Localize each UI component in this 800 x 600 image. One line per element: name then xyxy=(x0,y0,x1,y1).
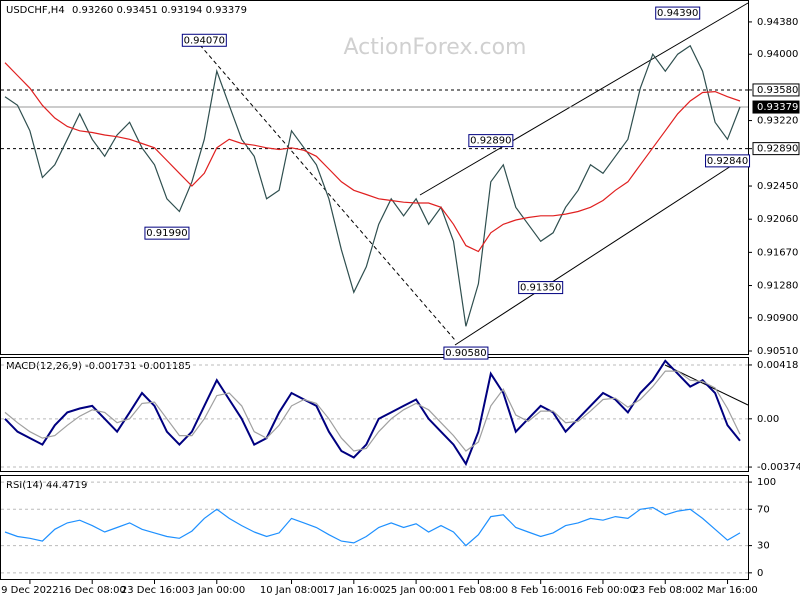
series-line xyxy=(4,359,741,467)
x-tick-label: 1 Feb 08:00 xyxy=(449,585,508,596)
y-tick-label: 30 xyxy=(757,541,770,552)
x-tick-label: 10 Jan 08:00 xyxy=(260,585,323,596)
y-tick-label: 0.91670 xyxy=(757,247,798,258)
x-tick-label: 23 Dec 16:00 xyxy=(121,585,188,596)
annotation-box xyxy=(144,226,190,240)
y-tick-label: 0.94000 xyxy=(757,49,798,60)
trendline xyxy=(199,44,456,341)
y-tick-label: 0.00418 xyxy=(757,360,798,371)
x-tick-label: 17 Jan 16:00 xyxy=(322,585,385,596)
level-box xyxy=(752,83,800,97)
series-line xyxy=(4,62,741,253)
y-tick-label: 100 xyxy=(757,477,776,488)
x-tick-label: 9 Dec 2022 xyxy=(1,585,59,596)
annotation-box xyxy=(181,33,227,47)
y-tick-label: 0.90510 xyxy=(757,346,798,357)
channel-lower xyxy=(454,154,749,346)
x-tick-label: 25 Jan 00:00 xyxy=(384,585,447,596)
x-tick-label: 16 Dec 08:00 xyxy=(59,585,126,596)
channel-upper xyxy=(419,2,749,196)
level-label: 0.93379 xyxy=(757,102,798,113)
annotation-box xyxy=(468,134,514,148)
x-tick-label: 2 Mar 16:00 xyxy=(697,585,757,596)
annotation-label: 0.92840 xyxy=(707,156,748,167)
annotation-box xyxy=(443,346,489,360)
y-tick-label: 0 xyxy=(757,568,763,579)
y-tick-label: -0.003744 xyxy=(757,462,800,473)
level-box xyxy=(752,142,800,156)
y-tick-label: 0.90900 xyxy=(757,313,798,324)
level-label: 0.93580 xyxy=(757,85,798,96)
x-tick-label: 23 Feb 08:00 xyxy=(632,585,698,596)
chart-title: USDCHF,H4 xyxy=(6,5,65,16)
x-tick-label: 16 Feb 00:00 xyxy=(570,585,636,596)
rsi-title: RSI(14) 44.4719 xyxy=(6,480,87,491)
annotation-label: 0.92890 xyxy=(470,136,511,147)
y-tick-label: 0.93220 xyxy=(757,116,798,127)
y-tick-label: 0.91280 xyxy=(757,281,798,292)
series-line xyxy=(4,44,741,327)
price-panel xyxy=(0,0,749,355)
annotation-label: 0.94390 xyxy=(657,8,698,19)
y-tick-label: 0.92060 xyxy=(757,214,798,225)
x-tick-label: 8 Feb 16:00 xyxy=(511,585,570,596)
annotation-box xyxy=(655,6,701,20)
macd-title: MACD(12,26,9) -0.001731 -0.001185 xyxy=(6,361,191,372)
y-tick-label: 70 xyxy=(757,504,770,515)
level-box xyxy=(752,100,800,114)
x-tick-label: 3 Jan 00:00 xyxy=(188,585,245,596)
y-tick-label: 0.94380 xyxy=(757,17,798,28)
level-label: 0.92890 xyxy=(757,144,798,155)
chart-subtitle: 0.93260 0.93451 0.93194 0.93379 xyxy=(72,5,247,16)
annotation-box xyxy=(705,154,751,168)
annotation-box xyxy=(518,281,564,295)
watermark: ActionForex.com xyxy=(344,35,527,60)
series-line xyxy=(4,506,741,547)
y-tick-label: 0.00 xyxy=(757,414,779,425)
rsi-panel xyxy=(0,475,749,580)
annotation-label: 0.90580 xyxy=(445,348,486,359)
annotation-label: 0.94070 xyxy=(184,35,225,46)
macd-panel xyxy=(0,357,749,472)
annotation-label: 0.91990 xyxy=(146,228,187,239)
annotation-label: 0.91350 xyxy=(520,283,561,294)
y-tick-label: 0.92450 xyxy=(757,181,798,192)
series-line xyxy=(4,370,741,452)
